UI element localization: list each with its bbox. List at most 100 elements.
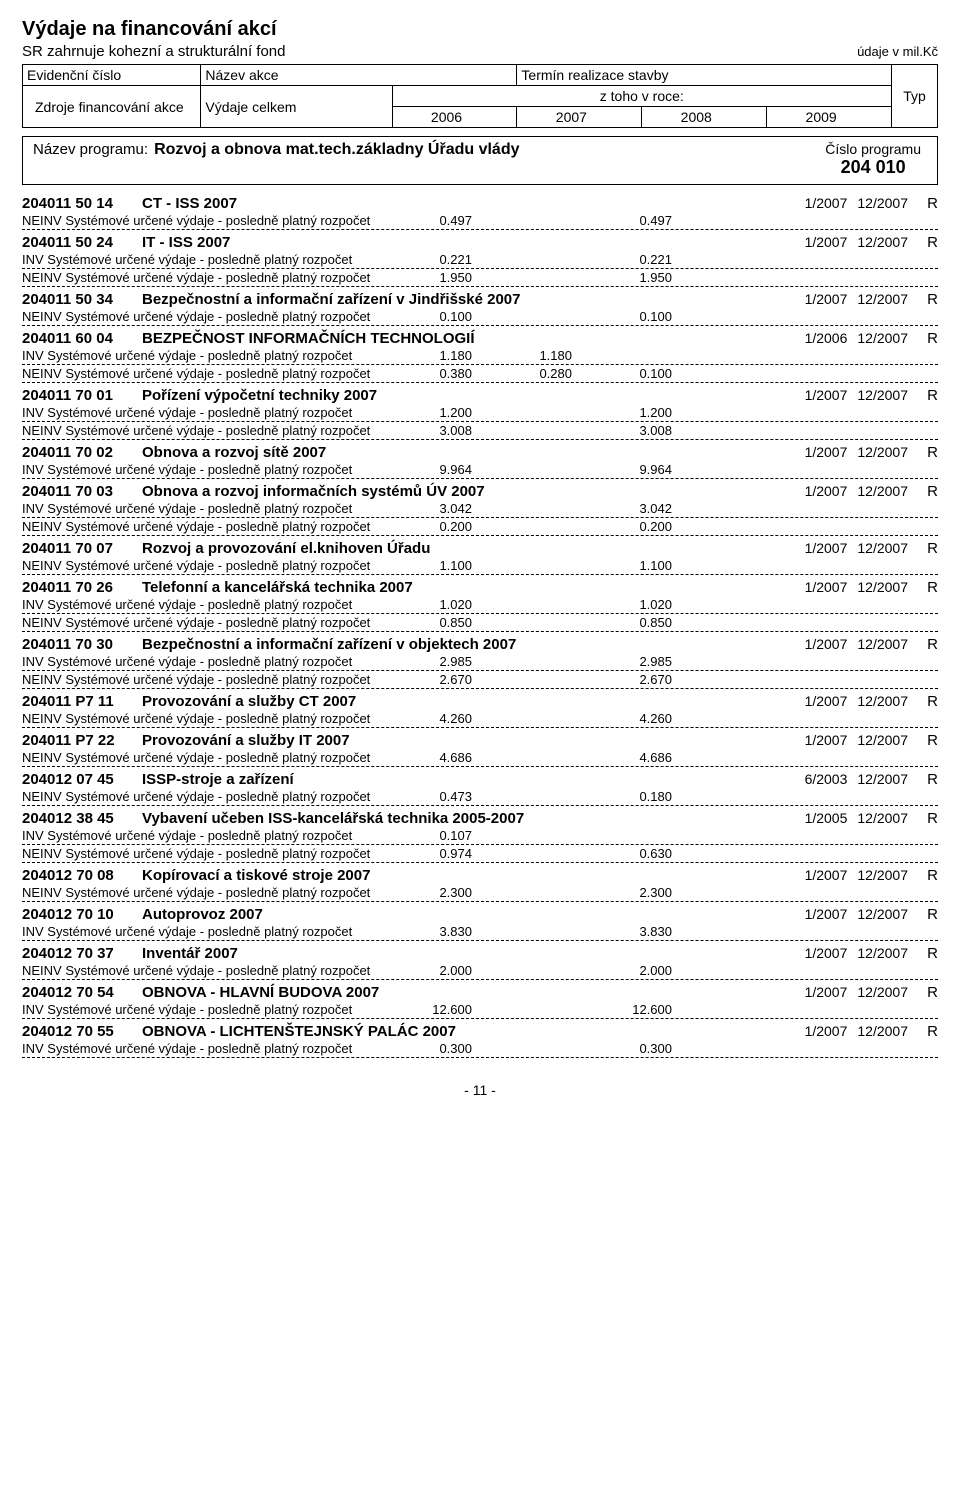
line-2008 [672,672,772,687]
item-name: BEZPEČNOST INFORMAČNÍCH TECHNOLOGIÍ [142,330,758,347]
line-label: NEINV Systémové určené výdaje - posledně… [22,846,392,861]
item-dates: 1/200712/2007 [758,945,908,961]
budget-item: 204011 P7 11Provozování a služby CT 2007… [22,693,938,728]
line-2007: 3.008 [572,423,672,438]
budget-item-header: 204012 70 37Inventář 20071/200712/2007R [22,945,938,962]
item-dates: 1/200712/2007 [758,1023,908,1039]
line-2007: 0.100 [572,309,672,324]
budget-line: NEINV Systémové určené výdaje - posledně… [22,212,938,230]
line-2007: 12.600 [572,1002,672,1017]
item-date-to: 12/2007 [857,810,908,826]
line-2007: 0.200 [572,519,672,534]
line-2008 [672,462,772,477]
line-celkem: 0.107 [392,828,472,843]
budget-line: INV Systémové určené výdaje - posledně p… [22,461,938,479]
item-date-to: 12/2007 [857,771,908,787]
line-celkem: 2.670 [392,672,472,687]
line-celkem: 9.964 [392,462,472,477]
line-2006 [472,462,572,477]
item-name: Pořízení výpočetní techniky 2007 [142,387,758,404]
budget-item: 204012 38 45Vybavení učeben ISS-kancelář… [22,810,938,863]
item-typ: R [908,906,938,923]
line-2006 [472,846,572,861]
line-2006 [472,405,572,420]
budget-item: 204012 70 08Kopírovací a tiskové stroje … [22,867,938,902]
line-2006 [472,963,572,978]
line-2009 [772,558,872,573]
items-list: 204011 50 14CT - ISS 20071/200712/2007RN… [22,195,938,1058]
line-celkem: 0.300 [392,1041,472,1056]
line-celkem: 4.686 [392,750,472,765]
col-termin: Termín realizace stavby [517,65,892,86]
col-typ: Typ [892,65,938,128]
line-2009 [772,252,872,267]
item-dates: 1/200712/2007 [758,540,908,556]
item-typ: R [908,444,938,461]
line-label: NEINV Systémové určené výdaje - posledně… [22,615,392,630]
line-celkem: 2.985 [392,654,472,669]
item-code: 204011 70 02 [22,444,142,461]
line-2009 [772,348,872,363]
line-2006 [472,750,572,765]
line-2008 [672,654,772,669]
line-2008 [672,405,772,420]
line-2008 [672,366,772,381]
line-2007: 4.686 [572,750,672,765]
item-code: 204012 70 54 [22,984,142,1001]
budget-item: 204011 50 24IT - ISS 20071/200712/2007RI… [22,234,938,287]
line-label: NEINV Systémové určené výdaje - posledně… [22,309,392,324]
line-celkem: 0.974 [392,846,472,861]
line-2006 [472,885,572,900]
line-2007: 4.260 [572,711,672,726]
item-name: Provozování a služby IT 2007 [142,732,758,749]
item-dates: 1/200712/2007 [758,387,908,403]
item-dates: 1/200712/2007 [758,732,908,748]
budget-item-header: 204011 P7 11Provozování a služby CT 2007… [22,693,938,710]
budget-item-header: 204011 50 34Bezpečnostní a informační za… [22,291,938,308]
col-zdroje: Zdroje financování akce [23,86,201,128]
item-name: Obnova a rozvoj sítě 2007 [142,444,758,461]
line-2009 [772,423,872,438]
budget-item-header: 204011 50 14CT - ISS 20071/200712/2007R [22,195,938,212]
item-date-to: 12/2007 [857,579,908,595]
item-name: Rozvoj a provozování el.knihoven Úřadu [142,540,758,557]
line-label: INV Systémové určené výdaje - posledně p… [22,654,392,669]
item-dates: 6/200312/2007 [758,771,908,787]
item-name: IT - ISS 2007 [142,234,758,251]
budget-item-header: 204011 P7 22Provozování a služby IT 2007… [22,732,938,749]
item-typ: R [908,810,938,827]
item-dates: 1/200712/2007 [758,234,908,250]
header-table: Evidenční číslo Název akce Termín realiz… [22,64,938,128]
budget-line: INV Systémové určené výdaje - posledně p… [22,1040,938,1058]
item-typ: R [908,771,938,788]
line-celkem: 12.600 [392,1002,472,1017]
col-2006: 2006 [392,107,517,128]
col-vydaje-celkem: Výdaje celkem [201,86,392,128]
item-code: 204011 P7 11 [22,693,142,710]
line-2009 [772,924,872,939]
line-2009 [772,597,872,612]
item-date-to: 12/2007 [857,693,908,709]
page-number: - 11 - [22,1082,938,1098]
line-2009 [772,846,872,861]
line-2006 [472,789,572,804]
budget-item: 204012 70 37Inventář 20071/200712/2007RN… [22,945,938,980]
item-date-from: 1/2007 [805,483,848,499]
item-date-to: 12/2007 [857,945,908,961]
item-date-from: 1/2007 [805,444,848,460]
line-2006 [472,711,572,726]
item-dates: 1/200712/2007 [758,195,908,211]
line-2009 [772,654,872,669]
line-celkem: 0.473 [392,789,472,804]
line-2009 [772,462,872,477]
line-2007: 0.100 [572,366,672,381]
line-label: INV Systémové určené výdaje - posledně p… [22,1002,392,1017]
line-2006 [472,213,572,228]
item-date-from: 1/2007 [805,984,848,1000]
budget-line: NEINV Systémové určené výdaje - posledně… [22,749,938,767]
item-code: 204011 60 04 [22,330,142,347]
line-celkem: 2.000 [392,963,472,978]
col-zdroje-label: Zdroje financování akce [27,99,184,115]
item-date-from: 1/2007 [805,906,848,922]
line-2009 [772,711,872,726]
